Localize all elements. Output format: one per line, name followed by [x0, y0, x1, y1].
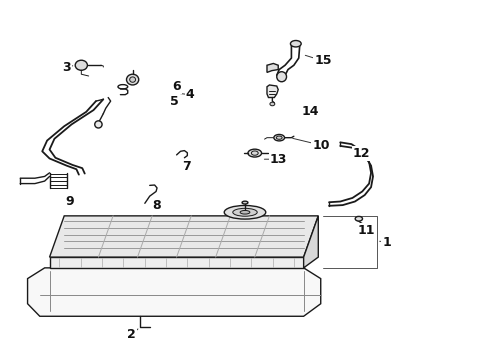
- Text: 8: 8: [152, 199, 160, 212]
- Ellipse shape: [274, 134, 285, 141]
- Text: 15: 15: [315, 54, 332, 67]
- Polygon shape: [49, 257, 304, 268]
- Text: 4: 4: [186, 88, 195, 101]
- Ellipse shape: [224, 206, 266, 219]
- Polygon shape: [304, 216, 318, 268]
- Text: 5: 5: [170, 95, 178, 108]
- Polygon shape: [27, 268, 321, 316]
- Ellipse shape: [126, 74, 139, 85]
- Ellipse shape: [251, 151, 258, 155]
- Ellipse shape: [355, 216, 363, 221]
- Ellipse shape: [95, 121, 102, 128]
- Text: 6: 6: [172, 80, 181, 93]
- Ellipse shape: [270, 102, 275, 106]
- Ellipse shape: [240, 211, 250, 214]
- Text: 14: 14: [302, 105, 319, 118]
- Ellipse shape: [130, 77, 136, 82]
- Ellipse shape: [248, 149, 262, 157]
- Text: 2: 2: [127, 328, 136, 341]
- Text: 11: 11: [357, 224, 375, 237]
- Text: 3: 3: [62, 60, 71, 73]
- Text: 7: 7: [182, 160, 191, 173]
- Ellipse shape: [75, 60, 87, 70]
- Text: 12: 12: [352, 147, 370, 159]
- Ellipse shape: [276, 136, 282, 139]
- Polygon shape: [49, 216, 319, 257]
- Polygon shape: [267, 63, 278, 72]
- Polygon shape: [267, 85, 278, 98]
- Ellipse shape: [277, 72, 287, 82]
- Text: 10: 10: [313, 139, 330, 152]
- Ellipse shape: [242, 201, 248, 204]
- Ellipse shape: [233, 208, 257, 216]
- Text: 9: 9: [66, 195, 74, 208]
- Ellipse shape: [291, 41, 301, 47]
- Text: 1: 1: [382, 235, 391, 248]
- Text: 13: 13: [270, 153, 287, 166]
